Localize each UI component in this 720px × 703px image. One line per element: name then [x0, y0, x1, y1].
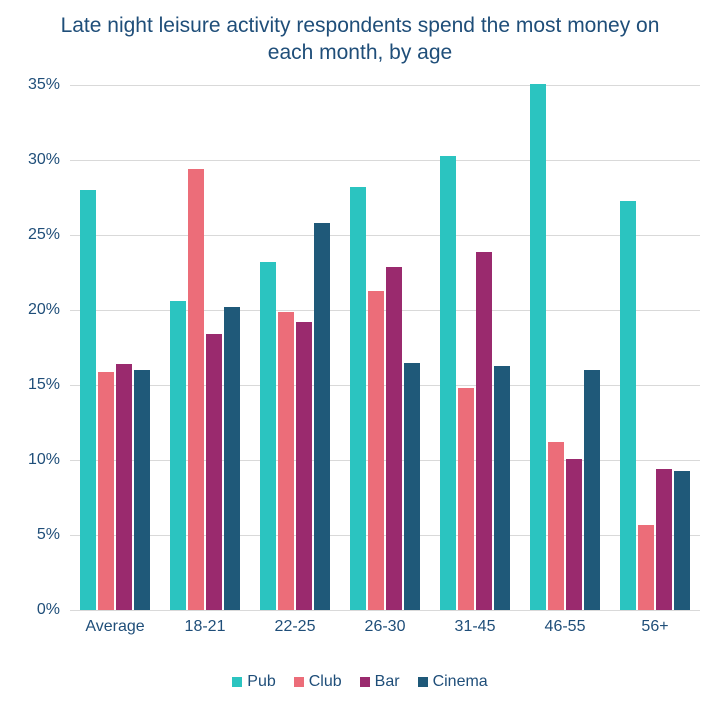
bar [458, 388, 474, 610]
y-tick-label: 15% [10, 376, 60, 394]
x-tick-label: 46-55 [545, 618, 586, 636]
bar [80, 190, 96, 610]
bar [296, 322, 312, 610]
gridline [70, 535, 700, 536]
bar [260, 262, 276, 610]
legend-label: Pub [247, 673, 275, 691]
bar [476, 252, 492, 611]
bar [224, 307, 240, 610]
y-tick-label: 20% [10, 301, 60, 319]
chart-container: Late night leisure activity respondents … [0, 0, 720, 703]
bar [584, 370, 600, 610]
x-tick-label: Average [85, 618, 144, 636]
legend-item: Bar [360, 673, 400, 691]
bar [638, 525, 654, 611]
bar [656, 469, 672, 610]
legend-swatch [294, 677, 304, 687]
bar [98, 372, 114, 611]
gridline [70, 385, 700, 386]
bar [620, 201, 636, 611]
bar [170, 301, 186, 610]
bar [206, 334, 222, 610]
bar [188, 169, 204, 610]
bar [368, 291, 384, 611]
plot-area [70, 85, 700, 610]
gridline [70, 310, 700, 311]
y-tick-label: 0% [10, 601, 60, 619]
gridline [70, 85, 700, 86]
bar [548, 442, 564, 610]
bar [386, 267, 402, 611]
bar [674, 471, 690, 611]
legend-label: Club [309, 673, 342, 691]
x-tick-label: 22-25 [275, 618, 316, 636]
gridline [70, 460, 700, 461]
bar [566, 459, 582, 611]
legend-item: Club [294, 673, 342, 691]
bar [134, 370, 150, 610]
bar [404, 363, 420, 611]
legend-label: Cinema [433, 673, 488, 691]
bar [440, 156, 456, 611]
legend: Pub Club Bar Cinema [0, 673, 720, 691]
bar [530, 84, 546, 611]
x-tick-label: 18-21 [185, 618, 226, 636]
bar [278, 312, 294, 611]
legend-swatch [232, 677, 242, 687]
y-tick-label: 30% [10, 151, 60, 169]
y-tick-label: 5% [10, 526, 60, 544]
y-tick-label: 35% [10, 76, 60, 94]
x-tick-label: 31-45 [455, 618, 496, 636]
gridline [70, 160, 700, 161]
bar [314, 223, 330, 610]
legend-swatch [360, 677, 370, 687]
y-tick-label: 25% [10, 226, 60, 244]
y-tick-label: 10% [10, 451, 60, 469]
chart-title: Late night leisure activity respondents … [0, 0, 720, 67]
legend-item: Cinema [418, 673, 488, 691]
gridline [70, 610, 700, 611]
x-tick-label: 56+ [641, 618, 668, 636]
x-tick-label: 26-30 [365, 618, 406, 636]
legend-label: Bar [375, 673, 400, 691]
bar [116, 364, 132, 610]
legend-item: Pub [232, 673, 275, 691]
bar [350, 187, 366, 610]
bar [494, 366, 510, 611]
gridline [70, 235, 700, 236]
legend-swatch [418, 677, 428, 687]
